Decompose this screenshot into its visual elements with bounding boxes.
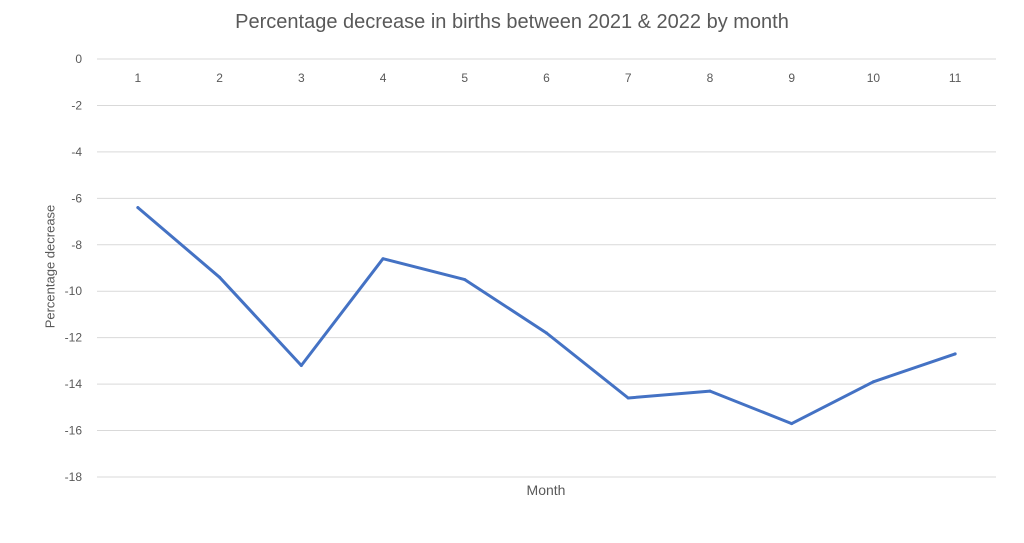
x-tick-label: 9 [788, 71, 795, 85]
series-line [136, 206, 957, 426]
data-point [871, 380, 875, 384]
y-tick-label: -6 [71, 191, 82, 205]
y-tick-label: -18 [65, 470, 83, 484]
data-point [218, 275, 222, 279]
x-tick-label: 4 [380, 71, 387, 85]
y-tick-label: -8 [71, 238, 82, 252]
x-tick-label: 7 [625, 71, 632, 85]
y-tick-label: -16 [65, 424, 83, 438]
data-point [545, 331, 548, 335]
y-tick-label: -14 [65, 377, 83, 391]
y-tick-label: 0 [75, 52, 82, 66]
data-point [299, 364, 303, 368]
data-point [381, 257, 385, 261]
x-tick-label: 1 [135, 71, 142, 85]
x-tick-label: 6 [543, 71, 550, 85]
x-axis-title: Month [526, 482, 566, 498]
data-point [708, 389, 712, 393]
y-tick-label: -4 [71, 145, 82, 159]
data-point [463, 278, 467, 282]
x-tick-label: 2 [216, 71, 223, 85]
y-tick-label: -12 [65, 331, 83, 345]
y-tick-label: -2 [71, 98, 82, 112]
data-point [626, 396, 630, 400]
data-point [790, 422, 794, 426]
x-tick-label: 5 [461, 71, 468, 85]
y-tick-label: -10 [65, 284, 83, 298]
chart-title: Percentage decrease in births between 20… [235, 11, 789, 33]
x-tick-label: 11 [949, 71, 962, 85]
y-axis-title: Percentage decrease [42, 204, 58, 329]
x-tick-label: 3 [298, 71, 305, 85]
data-point [136, 206, 140, 210]
x-tick-label: 10 [867, 71, 881, 85]
data-point [953, 352, 957, 356]
x-tick-label: 8 [707, 71, 714, 85]
